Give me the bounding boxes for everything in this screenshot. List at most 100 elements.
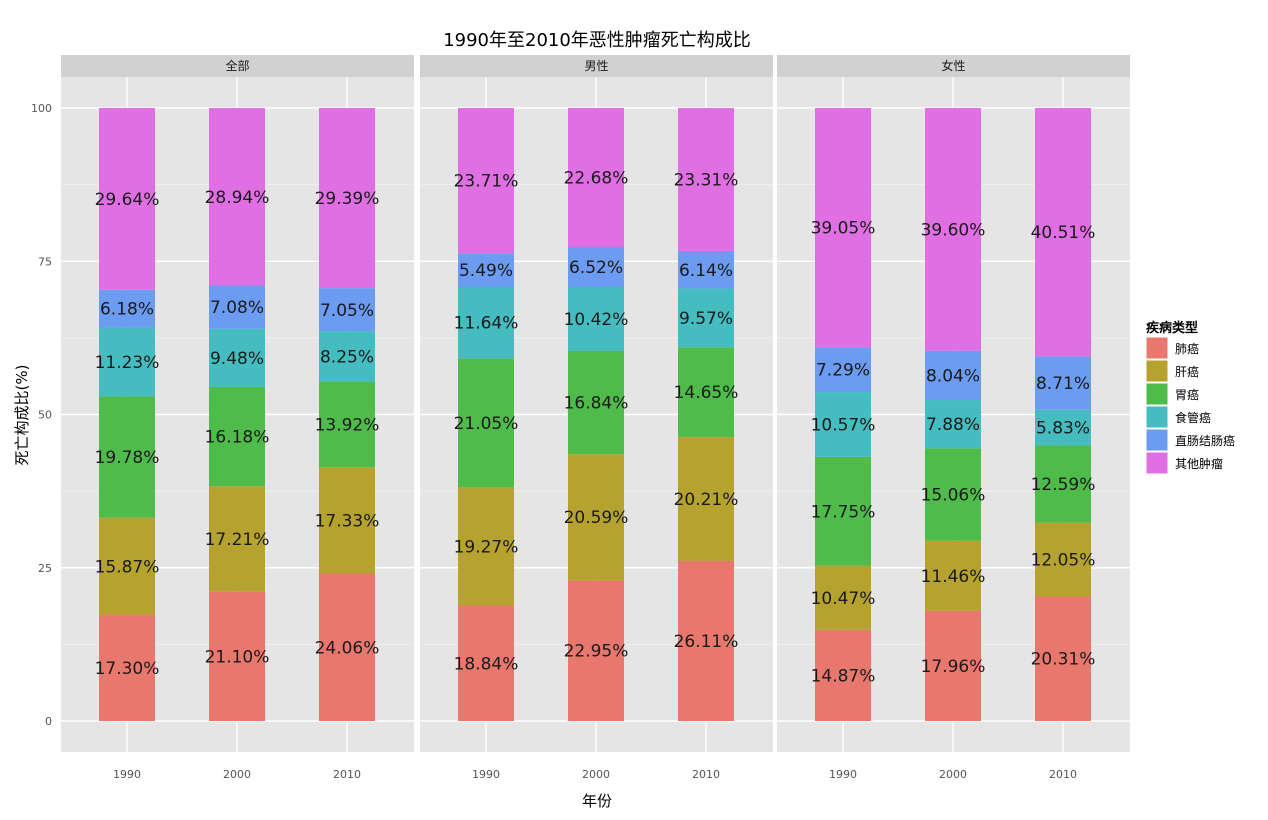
legend-key — [1145, 451, 1169, 475]
bar-label: 8.04% — [926, 366, 980, 386]
bar-label: 17.21% — [205, 530, 270, 550]
bar-label: 9.57% — [679, 309, 733, 329]
bar-segment — [925, 448, 981, 541]
bar-label: 16.18% — [205, 428, 270, 448]
bar-segment — [678, 108, 734, 251]
legend-label: 食管癌 — [1175, 410, 1211, 425]
x-tick-label: 2000 — [939, 768, 967, 781]
panel-0: 全部 17.30% 15.87% 19.78% 11.23% 6.18% 29.64% 199… — [61, 55, 414, 781]
bar-segment — [209, 591, 265, 721]
bar-segment — [678, 437, 734, 561]
bar-label: 7.08% — [210, 298, 264, 318]
bar-segment — [1035, 522, 1091, 597]
bar-label: 5.83% — [1036, 419, 1090, 439]
bar-label: 7.29% — [816, 361, 870, 381]
bar-label: 15.06% — [921, 485, 986, 505]
bar-segment — [99, 614, 155, 721]
bar-segment — [458, 487, 514, 606]
bar-segment — [678, 250, 734, 289]
bar-segment — [815, 456, 871, 566]
bar-segment — [319, 331, 375, 382]
bar-segment — [99, 108, 155, 290]
bar-label: 11.23% — [95, 353, 160, 373]
panel-strip — [777, 55, 1130, 77]
legend-key — [1145, 359, 1169, 383]
bar-label: 8.25% — [320, 348, 374, 368]
facet-panels: 0 25 50 75 100 全部 17.30% 15.87% 19.78% 11.23% 6.18… — [31, 55, 1130, 781]
bar-label: 7.05% — [320, 301, 374, 321]
bar-label: 17.96% — [921, 657, 986, 677]
bar-segment — [319, 573, 375, 721]
bar-label: 19.27% — [454, 537, 519, 557]
bar-segment — [815, 108, 871, 348]
bar-segment — [568, 580, 624, 721]
bar-label: 21.05% — [454, 414, 519, 434]
bar-segment — [568, 350, 624, 455]
x-tick-label: 2000 — [223, 768, 251, 781]
bar-segment — [99, 289, 155, 328]
x-tick-label: 1990 — [829, 768, 857, 781]
x-tick-label: 2010 — [692, 768, 720, 781]
bar-label: 14.87% — [811, 666, 876, 686]
bar-segment — [925, 610, 981, 721]
bar-segment — [458, 253, 514, 287]
x-tick-label: 1990 — [113, 768, 141, 781]
bar-segment — [678, 288, 734, 348]
panel-2: 女性 14.87% 10.47% 17.75% 10.57% 7.29% 39.05% 199… — [777, 55, 1130, 781]
bar-label: 21.10% — [205, 647, 270, 667]
legend-key — [1145, 428, 1169, 452]
bar-label: 20.21% — [674, 490, 739, 510]
bar-label: 12.05% — [1031, 551, 1096, 571]
bar-segment — [1035, 409, 1091, 446]
bar-label: 24.06% — [315, 638, 380, 658]
bar-segment — [99, 517, 155, 615]
bar-segment — [1035, 596, 1091, 721]
bar-label: 19.78% — [95, 448, 160, 468]
bar-segment — [209, 108, 265, 286]
bar-segment — [458, 605, 514, 721]
bar-label: 13.92% — [315, 416, 380, 436]
x-axis-title: 年份 — [582, 792, 612, 810]
bar-label: 17.30% — [95, 659, 160, 679]
bar-label: 23.71% — [454, 172, 519, 192]
bar-segment — [815, 347, 871, 393]
bar-label: 10.42% — [564, 310, 629, 330]
legend-label: 肝癌 — [1175, 364, 1199, 379]
bar-label: 10.57% — [811, 415, 876, 435]
x-tick-label: 2010 — [333, 768, 361, 781]
bar-label: 20.31% — [1031, 650, 1096, 670]
bar-segment — [815, 565, 871, 630]
panel-strip-label: 男性 — [584, 59, 608, 73]
bar-label: 10.47% — [811, 589, 876, 609]
legend-key — [1145, 405, 1169, 429]
bar-segment — [319, 467, 375, 574]
y-tick-label-0: 0 — [45, 715, 52, 728]
bar-segment — [458, 286, 514, 359]
bar-segment — [815, 629, 871, 721]
bar-label: 39.60% — [921, 220, 986, 240]
bar-segment — [209, 486, 265, 592]
bar-label: 22.68% — [564, 169, 629, 189]
chart-title: 1990年至2010年恶性肿瘤死亡构成比 — [443, 30, 751, 51]
y-axis-title: 死亡构成比(%) — [13, 365, 31, 466]
panel-strip-label: 女性 — [941, 58, 965, 73]
bar-segment — [925, 400, 981, 449]
panel-strip — [420, 55, 773, 77]
bar-segment — [99, 327, 155, 397]
x-tick-label: 2010 — [1049, 768, 1077, 781]
bar-label: 23.31% — [674, 171, 739, 191]
legend-key — [1145, 382, 1169, 406]
bar-segment — [678, 560, 734, 721]
x-tick-label: 2000 — [582, 768, 610, 781]
bar-segment — [1035, 108, 1091, 357]
bar-label: 29.64% — [95, 190, 160, 210]
bar-segment — [568, 108, 624, 248]
legend-label: 胃癌 — [1175, 387, 1199, 402]
bar-segment — [319, 381, 375, 468]
bar-segment — [1035, 445, 1091, 523]
panel-strip-label: 全部 — [225, 58, 249, 73]
bar-segment — [458, 108, 514, 254]
y-tick-label-50: 50 — [38, 409, 52, 422]
y-tick-label-100: 100 — [31, 102, 52, 115]
